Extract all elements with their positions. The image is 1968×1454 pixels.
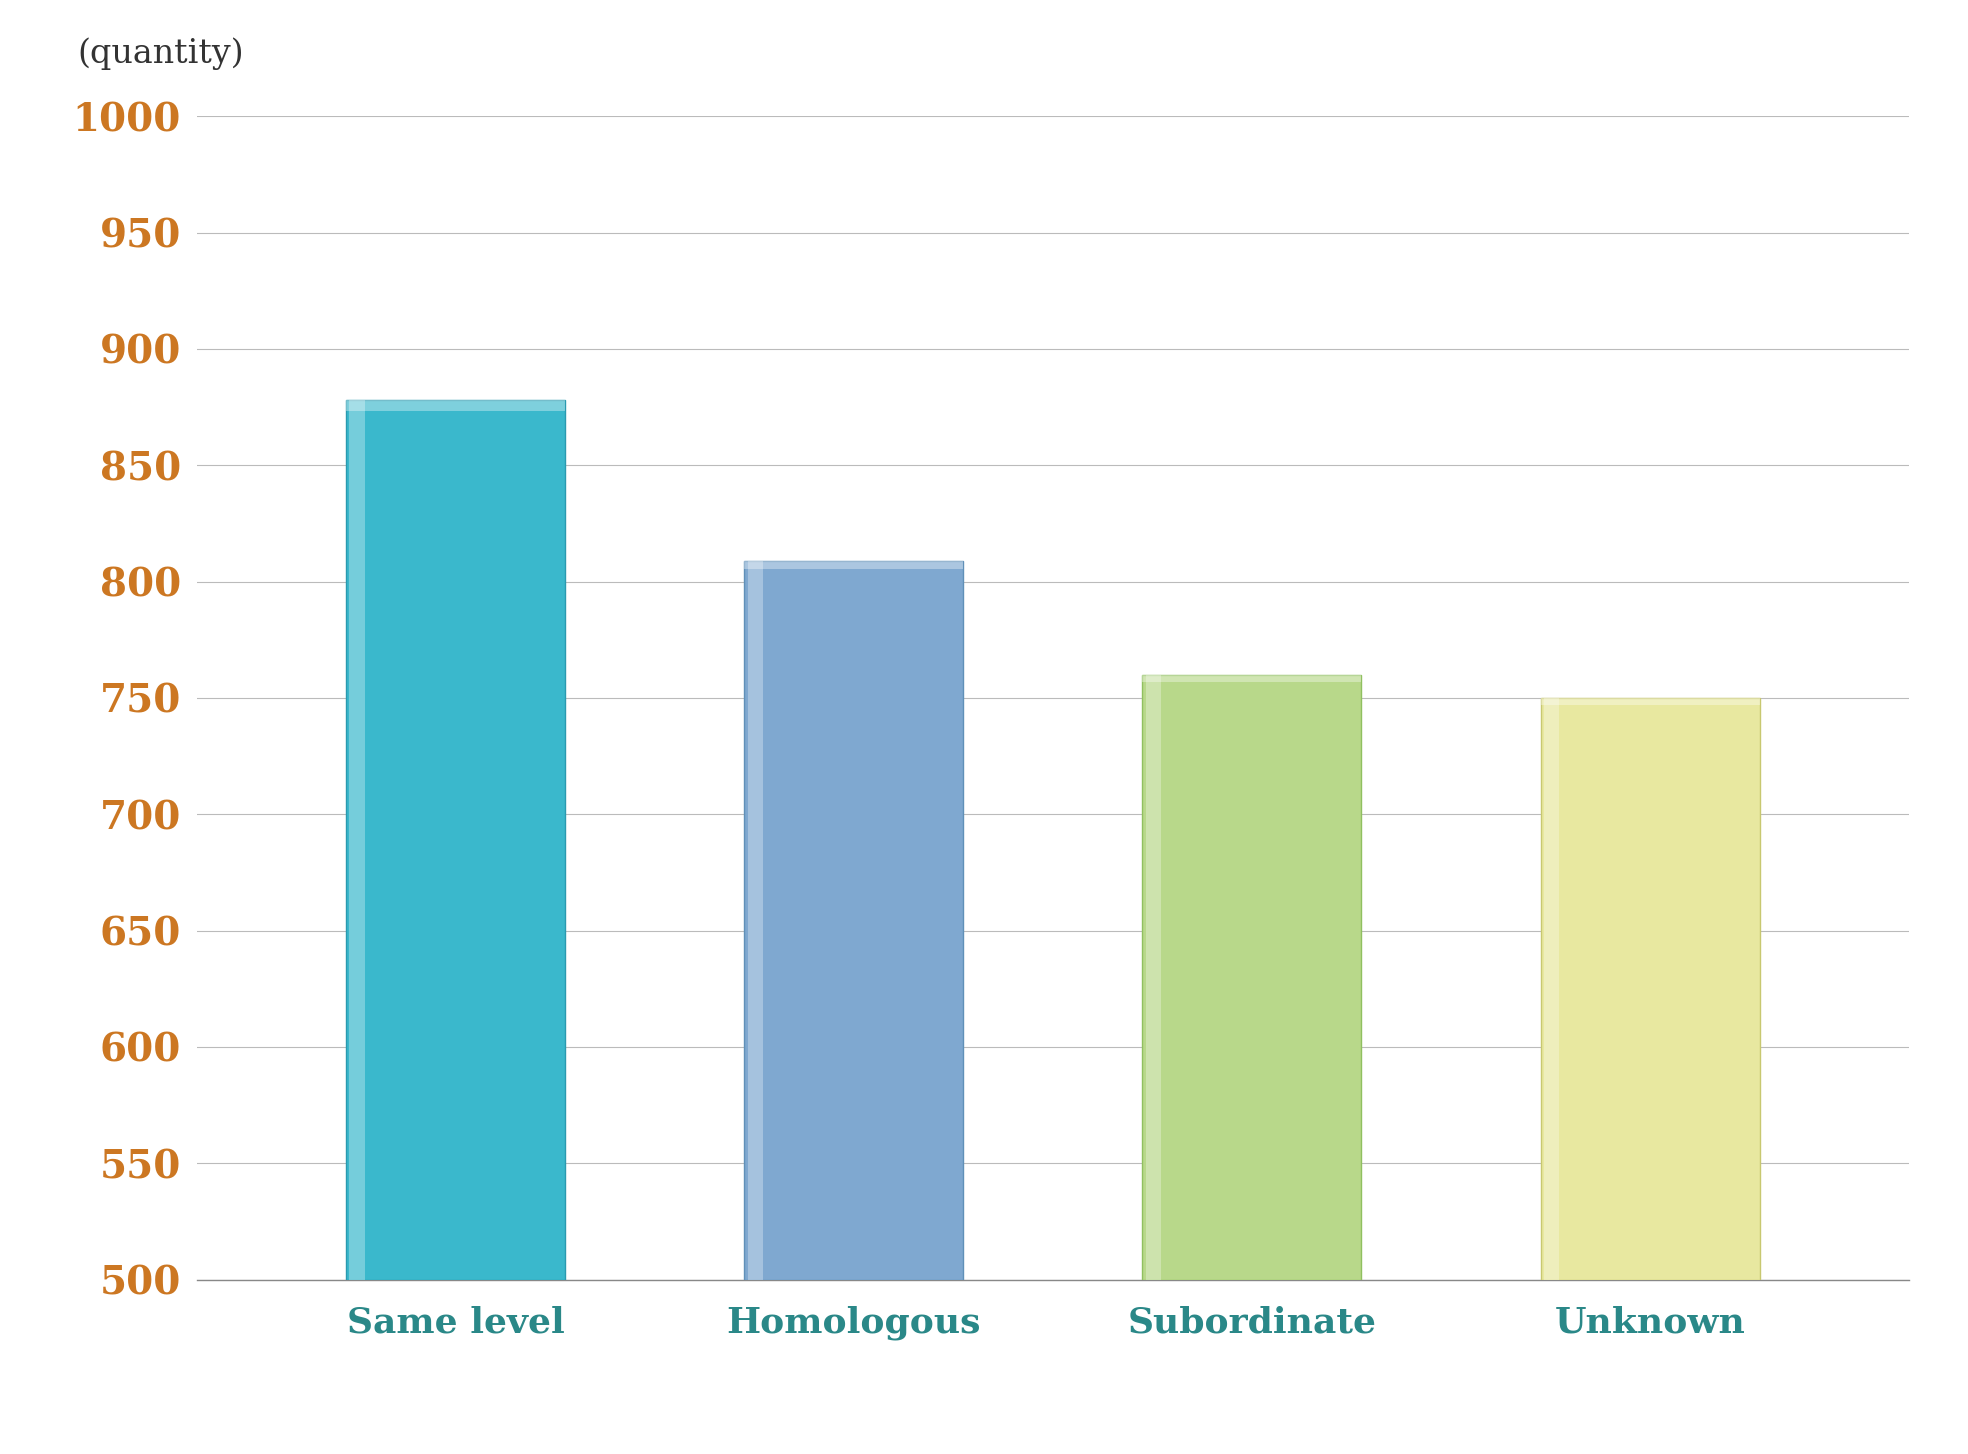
Bar [1541, 698, 1759, 705]
Bar [1143, 675, 1362, 682]
Bar [1143, 675, 1362, 1280]
Bar [1545, 698, 1559, 1280]
Bar [346, 400, 565, 410]
Bar [346, 400, 565, 1280]
Bar [1145, 675, 1161, 1280]
Bar [744, 561, 962, 570]
Bar [350, 400, 364, 1280]
Bar [1541, 698, 1759, 1280]
Text: (quantity): (quantity) [77, 38, 244, 70]
Bar [748, 561, 764, 1280]
Bar [744, 561, 962, 1280]
